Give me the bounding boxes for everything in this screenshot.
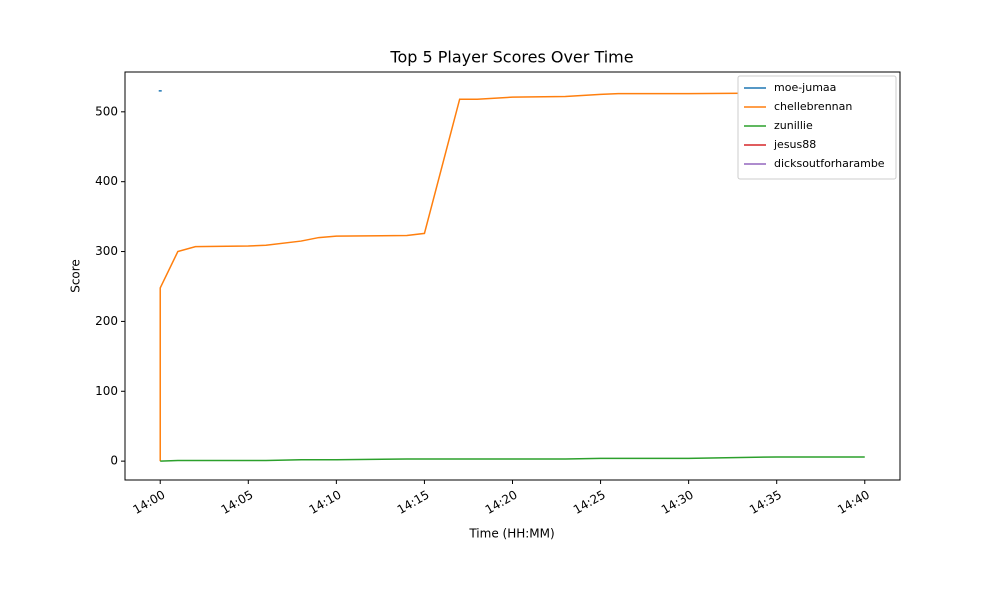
legend-label: jesus88 (773, 138, 816, 151)
x-tick-label: 14:40 (835, 488, 872, 517)
y-tick-label: 400 (95, 174, 118, 188)
x-tick-label: 14:30 (659, 488, 696, 517)
y-tick-label: 100 (95, 384, 118, 398)
legend-label: chellebrennan (774, 100, 852, 113)
legend-box (737, 75, 897, 180)
chart-title: Top 5 Player Scores Over Time (389, 48, 633, 67)
x-tick-label: 14:10 (307, 488, 344, 517)
x-tick-label: 14:25 (571, 488, 608, 517)
y-tick-label: 300 (95, 244, 118, 258)
x-tick-label: 14:35 (747, 488, 784, 517)
y-tick-label: 500 (95, 104, 118, 118)
y-tick-label: 200 (95, 314, 118, 328)
plot-frame (124, 71, 901, 481)
legend-label: zunillie (774, 119, 813, 132)
x-axis-label: Time (HH:MM) (468, 527, 554, 541)
y-axis-label: Score (69, 259, 83, 293)
y-tick-label: 0 (110, 454, 118, 468)
x-tick-label: 14:20 (483, 488, 520, 517)
x-tick-label: 14:00 (131, 488, 168, 517)
legend-label: moe-jumaa (774, 81, 836, 94)
x-tick-label: 14:15 (395, 488, 432, 517)
series-line (160, 456, 865, 462)
x-tick-label: 14:05 (219, 488, 256, 517)
legend: moe-jumaa chellebrennan zunillie jesus88 dic… (737, 75, 897, 180)
legend-label: dicksoutforharambe (774, 157, 885, 170)
series-line (159, 90, 865, 462)
